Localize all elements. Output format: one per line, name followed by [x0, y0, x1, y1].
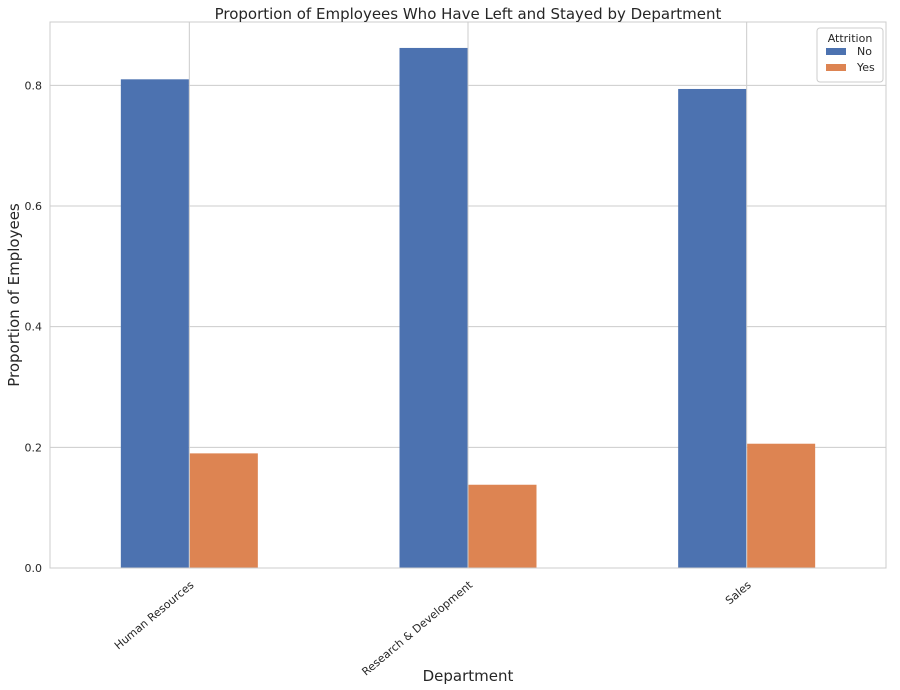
legend-swatch-no	[826, 48, 846, 55]
legend-swatch-yes	[826, 64, 846, 71]
y-tick-label: 0.2	[25, 441, 43, 454]
bar-no	[399, 47, 468, 568]
legend-items: No Yes	[826, 45, 875, 74]
bar-yes	[468, 484, 537, 568]
y-axis-label: Proportion of Employees	[5, 203, 23, 387]
bar-yes	[189, 453, 258, 568]
y-tick-label: 0.8	[25, 79, 43, 92]
legend-label-yes: Yes	[856, 61, 875, 74]
legend-title: Attrition	[828, 32, 873, 45]
legend: Attrition No Yes	[816, 27, 884, 83]
bar-yes	[747, 443, 816, 568]
y-tick-label: 0.0	[25, 562, 43, 575]
bars	[120, 47, 816, 569]
bar-no	[678, 88, 747, 568]
y-tick-label: 0.4	[25, 321, 43, 334]
x-axis-label: Department	[423, 667, 514, 685]
y-tick-label: 0.6	[25, 200, 43, 213]
legend-label-no: No	[857, 45, 872, 58]
plot-frame	[49, 21, 887, 569]
y-axis-ticks: 0.0 0.2 0.4 0.6 0.8	[25, 79, 43, 575]
chart-title: Proportion of Employees Who Have Left an…	[215, 5, 722, 23]
bar-no	[120, 79, 189, 569]
